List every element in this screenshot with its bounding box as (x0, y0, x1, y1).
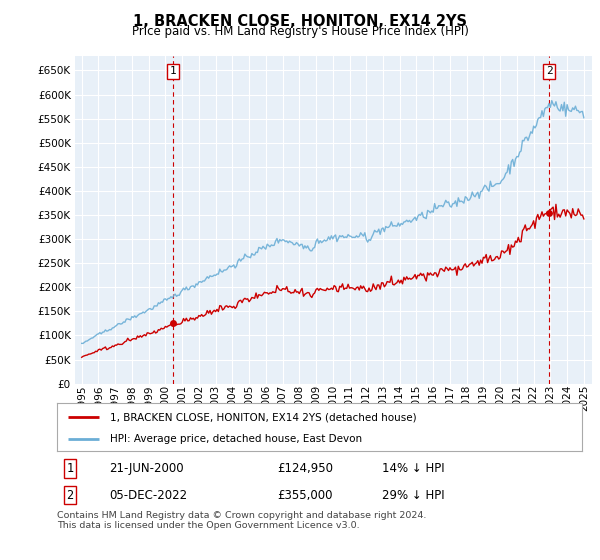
Text: 1, BRACKEN CLOSE, HONITON, EX14 2YS (detached house): 1, BRACKEN CLOSE, HONITON, EX14 2YS (det… (110, 413, 416, 422)
Text: 14% ↓ HPI: 14% ↓ HPI (383, 462, 445, 475)
Text: Price paid vs. HM Land Registry's House Price Index (HPI): Price paid vs. HM Land Registry's House … (131, 25, 469, 38)
Text: £124,950: £124,950 (277, 462, 334, 475)
Text: 1, BRACKEN CLOSE, HONITON, EX14 2YS: 1, BRACKEN CLOSE, HONITON, EX14 2YS (133, 14, 467, 29)
Text: 21-JUN-2000: 21-JUN-2000 (110, 462, 184, 475)
Text: 2: 2 (67, 488, 74, 502)
Text: £355,000: £355,000 (277, 488, 333, 502)
Text: 29% ↓ HPI: 29% ↓ HPI (383, 488, 445, 502)
Text: Contains HM Land Registry data © Crown copyright and database right 2024.
This d: Contains HM Land Registry data © Crown c… (57, 511, 427, 530)
Text: 2: 2 (545, 67, 553, 76)
Text: 1: 1 (67, 462, 74, 475)
Text: 05-DEC-2022: 05-DEC-2022 (110, 488, 188, 502)
Text: 1: 1 (170, 67, 176, 76)
Text: HPI: Average price, detached house, East Devon: HPI: Average price, detached house, East… (110, 434, 362, 444)
